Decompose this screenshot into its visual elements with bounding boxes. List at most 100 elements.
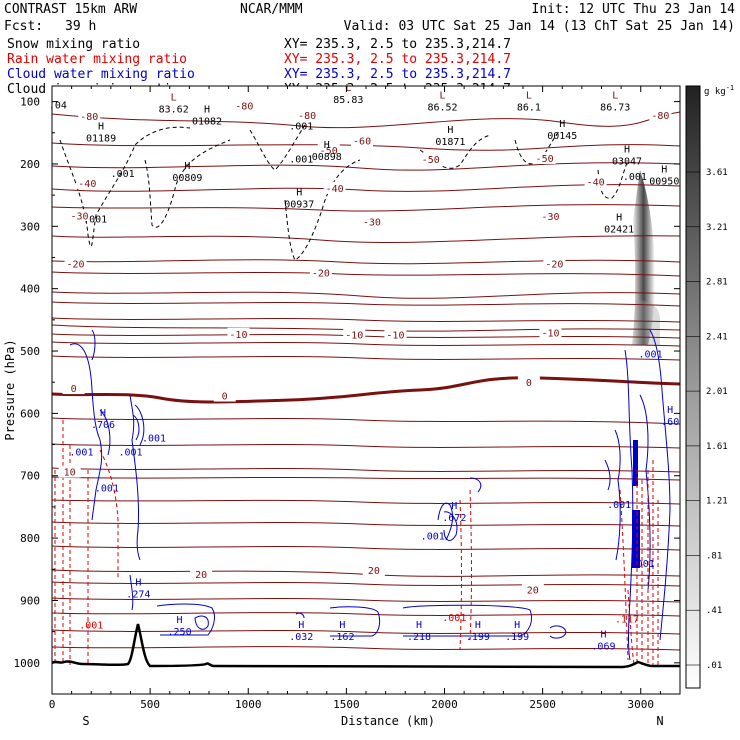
cloud-water-contour [469,477,482,493]
isotherm-label-bg [351,134,374,147]
cloud-water-contour [402,604,533,637]
cloud-water-contour [91,329,96,361]
isotherm-label: -20 [545,259,563,270]
max-min-value: 02421 [604,224,634,235]
cloud-water-max-mark: H [667,405,673,416]
isotherm-line [52,291,680,299]
isotherm-line [52,235,680,243]
cloud-water-contour [129,574,134,611]
snow-contour-label: .001 [623,172,647,183]
rain-contour-label: .117 [615,614,639,625]
isotherm-line [52,317,680,323]
isotherm-label: -10 [386,330,404,341]
isotherm-label-bg [78,110,101,123]
cloud-water-value: .250 [168,627,192,638]
cloud-water-value: .162 [330,632,354,643]
x-tick-label: 0 [49,698,56,711]
isotherm-label: -30 [363,218,381,229]
isotherm-label: -20 [312,269,330,280]
max-min-value: 03047 [612,156,642,167]
cloud-water-contour [129,394,141,561]
isotherm-label: 20 [368,566,380,577]
isotherm-label-bg [68,209,91,222]
figure-header: CONTRAST 15km ARW NCAR/MMM Init: 12 UTC … [4,2,735,97]
isotherm-label: 20 [527,585,539,596]
isotherm-label-bg [227,327,250,340]
isotherm-line [52,545,680,551]
max-min-value: 86.73 [600,103,630,114]
rain-labels: .001 .001 .117 [79,613,639,631]
snow-contour-label: .001 [289,155,313,166]
x-tick-label: 3000 [628,698,655,711]
colorbar-tick-label: .01 [706,661,722,671]
cloud-water-max-mark: H [298,620,304,631]
x-tick-label: 1000 [235,698,262,711]
cloud-water-value: .274 [126,590,150,601]
cloud-water-contour [329,606,381,637]
isotherm-line [52,467,680,473]
isotherm-label-bg [309,266,332,279]
y-tick-label: 600 [20,407,40,420]
colorbar-tick-label: 2.41 [706,332,728,342]
x-tick-label: 500 [140,698,160,711]
rain-contour [99,449,119,580]
cloud-water-contour [604,459,611,491]
colorbar-unit-text: g kg [704,87,726,97]
isotherm-line [52,184,680,192]
isotherm-label-bg [533,151,556,164]
south-end-label: S [82,714,89,728]
snow-contour-label: .001 [111,169,135,180]
max-min-mark: H [616,212,622,223]
isotherm-label: -60 [353,136,371,147]
isotherm-label: -80 [298,111,316,122]
cloud-water-value: .069 [591,641,615,652]
x-axis-label: Distance (km) [341,714,435,728]
isotherm-label: -50 [536,154,554,165]
snow-contour [59,126,191,247]
cloud-water-core-bar [633,440,638,486]
cloud-water-max-mark: H [100,408,106,419]
cloud-water-value: .001 [118,447,142,458]
isotherm-label: 10 [64,468,76,479]
max-min-mark: L [612,91,618,102]
colorbar-tick-label: 1.61 [706,442,728,452]
cloud-water-core [632,440,640,568]
cloud-water-contour [69,343,103,521]
cloud-water-value: .001 [142,434,166,445]
cloud-water-value: .001 [421,532,445,543]
y-axis-label: Pressure (hPa) [3,339,17,440]
max-min-mark: H [559,119,565,130]
isotherm-line [52,581,680,587]
rain-contour [459,499,462,651]
isotherm-line [52,521,680,527]
snow-plume-lower [632,300,660,345]
isotherm-label: -20 [67,259,85,270]
snow-shading [632,170,660,345]
colorbar-unit: g kg-1 [704,84,734,97]
field-xy-snow: XY= 235.3, 2.5 to 235.3,214.7 [284,37,511,52]
snow-plume-shade [632,170,655,345]
cloud-water-value: .706 [91,420,115,431]
org-title: NCAR/MMM [240,2,303,17]
rain-contour [627,589,635,666]
max-min-mark: H [447,125,453,136]
isotherm-line [52,612,680,617]
isotherm-label-bg [323,181,346,194]
cloud-water-contour [443,511,458,541]
cloud-water-contour [649,329,671,641]
colorbar-unit-exponent: -1 [726,84,734,92]
cloud-water-value: .199 [466,632,490,643]
cloud-water-value: .60 [661,417,679,428]
x-axis: 0 500 1000 1500 2000 2500 3000 [49,86,661,711]
isotherm-label-bg [317,143,340,156]
snow-contour [249,124,306,171]
isotherm-label-bg [64,257,87,270]
max-min-mark: H [324,140,330,151]
isotherm-label-bg [58,465,81,478]
forecast-hours: 39 h [65,19,96,34]
isotherm-line [52,142,680,151]
isotherm-label-bg [76,176,99,189]
isotherm-label: -80 [80,112,98,123]
isotherm-label-bg [517,375,540,388]
